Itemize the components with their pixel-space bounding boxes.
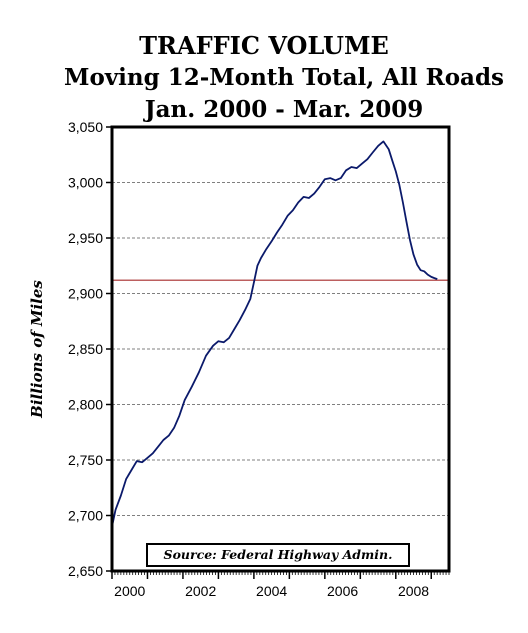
chart-subtitle-2: Jan. 2000 - Mar. 2009: [144, 96, 424, 123]
y-tick-label: 2,950: [68, 230, 103, 246]
x-tick-label: 2000: [114, 583, 145, 599]
series-layer: [111, 140, 438, 527]
y-tick-label: 2,800: [68, 397, 103, 413]
y-tick-label: 2,850: [68, 341, 103, 357]
chart-subtitle-1: Moving 12-Month Total, All Roads: [64, 64, 504, 91]
x-tick-label: 2006: [327, 583, 358, 599]
y-axis-ticks: 2,650 2,700 2,750 2,800 2,850 2,900 2,950 3,000…: [68, 119, 112, 579]
source-note: Source: Federal Highway Admin.: [146, 543, 410, 567]
chart-title: TRAFFIC VOLUME: [139, 31, 389, 60]
gridlines: [112, 182, 449, 516]
y-tick-label: 2,650: [68, 563, 103, 579]
y-axis-label: Billions of Miles: [28, 280, 46, 419]
x-axis-ticks: 2000 2002 2004 2006 2008: [111, 571, 450, 599]
y-tick-label: 2,900: [68, 286, 103, 302]
x-tick-label: 2004: [256, 583, 287, 599]
y-tick-label: 2,750: [68, 452, 103, 468]
x-tick-label: 2008: [398, 583, 429, 599]
y-tick-label: 2,700: [68, 508, 103, 524]
series-line: [111, 140, 438, 527]
x-tick-label: 2002: [185, 583, 216, 599]
y-tick-label: 3,050: [68, 119, 103, 135]
chart-title-block: TRAFFIC VOLUME Moving 12-Month Total, Al…: [0, 30, 528, 126]
y-tick-label: 3,000: [68, 175, 103, 191]
